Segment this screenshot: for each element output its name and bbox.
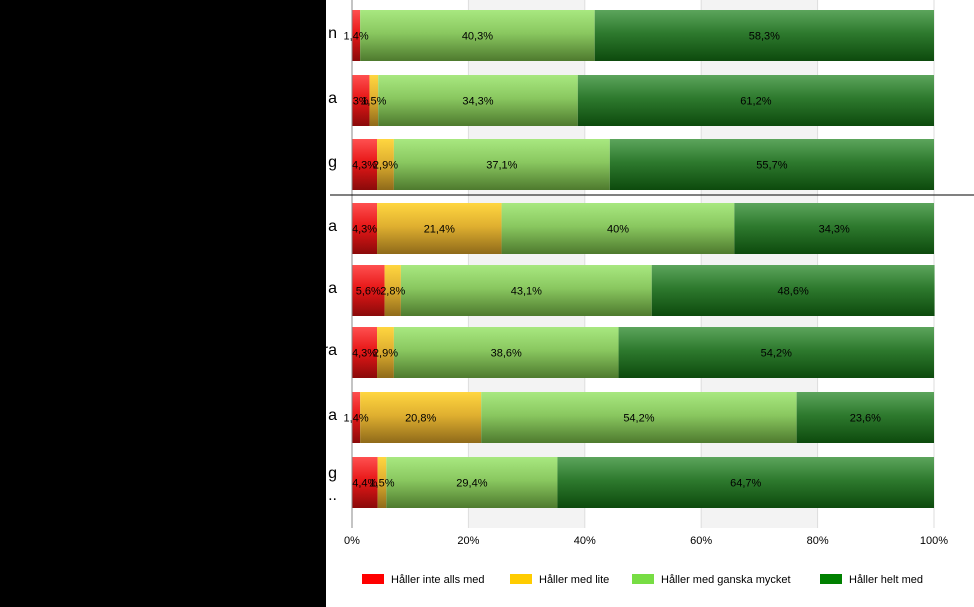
bar-segment-1-row-6 xyxy=(352,327,378,378)
segment-label: 4,4% xyxy=(352,478,377,490)
x-tick-label: 0% xyxy=(344,535,360,547)
legend-swatch xyxy=(820,574,842,584)
x-tick-label: 40% xyxy=(574,535,596,547)
legend-label: Håller inte alls med xyxy=(391,574,485,586)
bar-segment-1-row-8 xyxy=(352,457,378,508)
segment-label: 61,2% xyxy=(740,96,771,108)
x-tick-label: 80% xyxy=(807,535,829,547)
segment-label: 1,4% xyxy=(344,413,369,425)
segment-label: 29,4% xyxy=(456,478,487,490)
segment-label: 48,6% xyxy=(778,286,809,298)
legend-swatch xyxy=(632,574,654,584)
segment-label: 4,3% xyxy=(352,348,377,360)
bar-segment-1-row-2 xyxy=(352,75,370,126)
bar-segment-2-row-7 xyxy=(360,392,482,443)
bar-segment-3-row-8 xyxy=(386,457,558,508)
x-tick-label: 20% xyxy=(457,535,479,547)
axis-layer: 0% 20% 40% 60% 80% 100% xyxy=(330,0,974,547)
bar-segment-4-row-7 xyxy=(796,392,934,443)
segment-label: 2,9% xyxy=(373,160,398,172)
category-label: .. xyxy=(328,487,337,504)
legend-swatch xyxy=(362,574,384,584)
bar-segment-3-row-3 xyxy=(393,139,610,190)
black-overlay-panel xyxy=(0,0,326,607)
segment-label: 2,8% xyxy=(380,286,405,298)
x-tick-label: 100% xyxy=(920,535,948,547)
bar-segment-1-row-3 xyxy=(352,139,378,190)
segment-label: 54,2% xyxy=(623,413,654,425)
segment-label: 4,3% xyxy=(352,160,377,172)
legend-label: Håller helt med xyxy=(849,574,923,586)
segment-label: 23,6% xyxy=(850,413,881,425)
segment-label: 43,1% xyxy=(511,286,542,298)
segment-label: 40,3% xyxy=(462,31,493,43)
bar-segment-1-row-1 xyxy=(352,10,361,61)
segment-label: 34,3% xyxy=(462,96,493,108)
bar-segment-4-row-8 xyxy=(557,457,934,508)
bar-segment-1-row-4 xyxy=(352,203,378,254)
segment-label: 1,4% xyxy=(344,31,369,43)
bar-segment-3-row-4 xyxy=(501,203,735,254)
segment-label: 58,3% xyxy=(749,31,780,43)
segment-label: 1,5% xyxy=(369,478,394,490)
bar-segment-2-row-8 xyxy=(377,457,387,508)
bar-segment-2-row-2 xyxy=(369,75,379,126)
segment-label: 21,4% xyxy=(424,224,455,236)
segment-label: 38,6% xyxy=(491,348,522,360)
bar-segment-4-row-5 xyxy=(651,265,935,316)
segment-label: 2,9% xyxy=(373,348,398,360)
bar-segment-4-row-3 xyxy=(609,139,934,190)
segment-label: 40% xyxy=(607,224,629,236)
category-label: a xyxy=(328,218,337,235)
legend-swatch xyxy=(510,574,532,584)
category-label: a xyxy=(328,280,337,297)
segment-label: 1,5% xyxy=(361,96,386,108)
bar-segment-4-row-4 xyxy=(734,203,934,254)
category-label: g xyxy=(328,465,337,482)
bar-segment-3-row-6 xyxy=(393,327,619,378)
bar-segment-3-row-5 xyxy=(400,265,652,316)
segment-label: 55,7% xyxy=(756,160,787,172)
bar-segment-2-row-3 xyxy=(377,139,394,190)
category-label: n xyxy=(328,25,337,42)
segment-label: 34,3% xyxy=(819,224,850,236)
legend: Håller inte alls med Håller med lite Hålle… xyxy=(362,574,923,586)
bar-segment-1-row-7 xyxy=(352,392,361,443)
bars-layer xyxy=(352,10,935,508)
category-label: a xyxy=(328,90,337,107)
segment-label: 37,1% xyxy=(486,160,517,172)
bar-segment-3-row-2 xyxy=(378,75,578,126)
bar-segment-1-row-5 xyxy=(352,265,385,316)
category-label: a xyxy=(328,407,337,424)
segment-label: 3% xyxy=(353,96,369,108)
segment-label: 54,2% xyxy=(761,348,792,360)
bar-segment-4-row-2 xyxy=(577,75,934,126)
x-tick-label: 60% xyxy=(690,535,712,547)
legend-label: Håller med ganska mycket xyxy=(661,574,791,586)
category-label: ra xyxy=(323,342,337,359)
bar-segment-4-row-6 xyxy=(618,327,934,378)
legend-label: Håller med lite xyxy=(539,574,609,586)
bar-segment-2-row-5 xyxy=(384,265,401,316)
bar-segment-3-row-1 xyxy=(360,10,595,61)
labels-layer: 1,4% 40,3% 58,3%n3%1,5% 34,3% 61,2%a4,3%2,9%… xyxy=(323,25,881,504)
segment-label: 5,6% xyxy=(356,286,381,298)
bar-segment-4-row-1 xyxy=(594,10,934,61)
segment-label: 20,8% xyxy=(405,413,436,425)
segment-label: 4,3% xyxy=(352,224,377,236)
category-label: g xyxy=(328,154,337,171)
bar-segment-2-row-6 xyxy=(377,327,394,378)
bar-segment-2-row-4 xyxy=(377,203,502,254)
segment-label: 64,7% xyxy=(730,478,761,490)
bar-segment-3-row-7 xyxy=(481,392,797,443)
